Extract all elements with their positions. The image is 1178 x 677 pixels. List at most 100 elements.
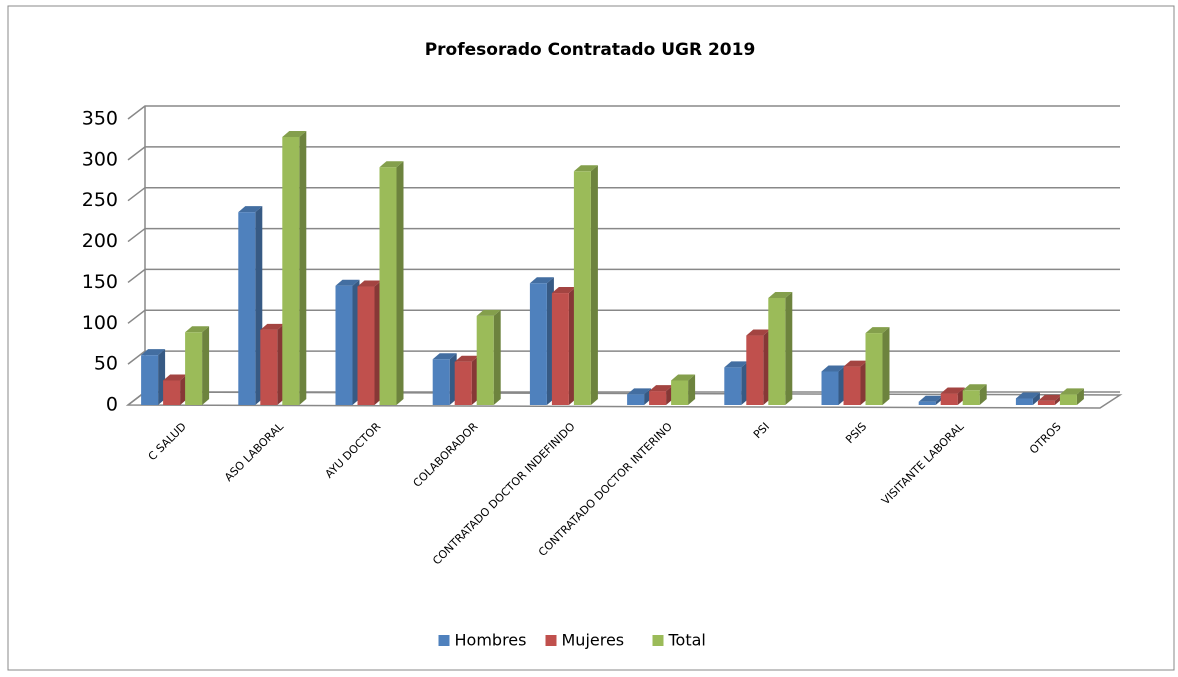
legend-swatch (545, 635, 557, 646)
y-tick-label: 50 (94, 353, 118, 375)
bar-front (821, 371, 839, 405)
y-tick-label: 300 (82, 148, 118, 170)
bar (335, 279, 360, 405)
bar-front (551, 293, 569, 405)
bar (843, 360, 868, 405)
bar-top (746, 329, 771, 336)
bar-front (918, 401, 936, 405)
bar-side (785, 291, 793, 405)
bar-front (768, 297, 786, 405)
y-tick-label: 150 (82, 271, 118, 293)
y-tick-label: 0 (106, 394, 118, 416)
bar-front (260, 329, 278, 405)
legend-label: Hombres (455, 631, 527, 650)
bar (357, 280, 382, 405)
bar (821, 365, 846, 405)
bar (432, 353, 457, 405)
chart-title: Profesorado Contratado UGR 2019 (425, 40, 756, 60)
bar-side (882, 327, 890, 405)
bar-front (865, 333, 883, 405)
bar-front (843, 366, 861, 405)
bar-front (163, 380, 181, 405)
bar-top (671, 374, 696, 381)
bar (185, 326, 210, 405)
bar-front (529, 283, 547, 405)
bar-top (357, 280, 382, 287)
bar-top (141, 349, 166, 356)
bar-side (590, 165, 598, 405)
bar-top (454, 355, 479, 362)
bar-top (432, 353, 457, 360)
bar (649, 385, 674, 405)
bar-front (962, 390, 980, 405)
bar-front (671, 380, 689, 405)
bar-top (1015, 392, 1040, 399)
bar-top (865, 327, 890, 334)
bar-front (1059, 394, 1077, 405)
bar-front (379, 167, 397, 405)
bar-front (454, 361, 472, 405)
bar (141, 349, 166, 405)
bar (1015, 392, 1040, 405)
bar-top (476, 309, 501, 316)
bar (282, 130, 307, 405)
y-tick-label: 350 (82, 108, 118, 130)
bar-top (185, 326, 210, 333)
bar (1059, 388, 1084, 405)
bar-top (1037, 394, 1062, 401)
bar-side (1032, 392, 1040, 405)
legend-swatch (438, 635, 450, 646)
bar-top (282, 130, 307, 137)
bar-top (335, 279, 360, 286)
bar (865, 327, 890, 405)
floor (125, 391, 1123, 409)
bar-front (940, 393, 958, 405)
bar-side (299, 130, 307, 405)
bar (454, 355, 479, 405)
bar-side (688, 374, 696, 405)
y-tick-label: 100 (82, 312, 118, 334)
legend-label: Mujeres (562, 631, 625, 650)
bar (379, 161, 404, 405)
bar-top (1059, 388, 1084, 395)
bar-side (202, 326, 210, 405)
bar-front (746, 335, 764, 405)
bar-front (476, 315, 494, 405)
y-tick-label: 250 (82, 189, 118, 211)
bar (573, 165, 598, 405)
bar-top (649, 385, 674, 392)
bar-front (573, 171, 591, 405)
bar-top (627, 388, 652, 395)
bar-front (238, 212, 256, 405)
bar (476, 309, 501, 405)
bar-front (357, 286, 375, 405)
bar-front (1015, 398, 1033, 405)
bar-top (163, 374, 188, 381)
bar (163, 374, 188, 405)
legend-label: Total (668, 631, 706, 650)
bar-top (238, 206, 263, 213)
bar-top (551, 287, 576, 294)
bar-side (979, 384, 987, 405)
bar (962, 384, 987, 405)
legend-swatch (652, 635, 664, 646)
bar-front (1037, 400, 1055, 405)
bar-top (260, 323, 285, 330)
bar (724, 361, 749, 405)
bar-side (493, 309, 501, 405)
bar-top (962, 384, 987, 391)
bar-side (396, 161, 404, 405)
bar-top (379, 161, 404, 168)
bar-top (529, 277, 554, 284)
bar-front (724, 367, 742, 405)
bar (529, 277, 554, 405)
y-tick-label: 200 (82, 230, 118, 252)
bar-front (335, 285, 353, 405)
bar (671, 374, 696, 405)
bar-front (627, 394, 645, 405)
bar-top (821, 365, 846, 372)
bar-front (649, 391, 667, 405)
bar-top (768, 291, 793, 298)
bar-front (282, 136, 300, 405)
